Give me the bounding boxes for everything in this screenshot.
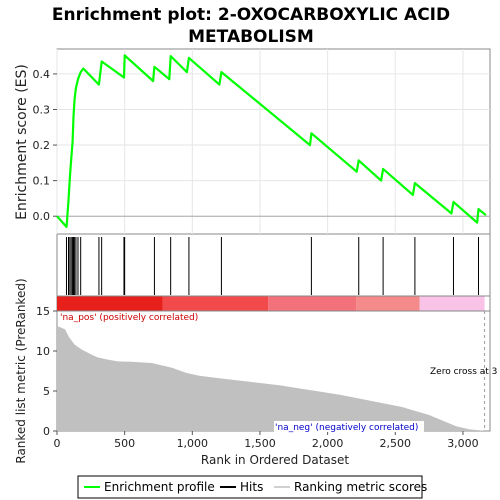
heat-bar-segment (268, 297, 356, 311)
heat-bar (57, 297, 485, 311)
hits-panel-frame (57, 234, 490, 296)
rank-y-tick-label: 5 (43, 385, 50, 398)
es-y-axis: 0.0 0.1 0.2 0.3 0.4 (33, 68, 58, 223)
x-tick-label: 1,000 (177, 437, 209, 450)
heat-bar-segment (356, 297, 420, 311)
rank-y-axis-title: Ranked list metric (PreRanked) (14, 278, 28, 463)
heat-bar-segment (163, 297, 269, 311)
chart-title-line2: METABOLISM (188, 27, 314, 47)
rank-y-tick-label: 0 (43, 425, 50, 438)
x-tick-label: 500 (114, 437, 135, 450)
es-y-tick-label: 0.2 (33, 139, 51, 152)
es-y-axis-title: Enrichment score (ES) (14, 64, 30, 220)
neg-correlated-label: 'na_neg' (negatively correlated) (275, 423, 418, 433)
legend-label-hits: Hits (240, 480, 263, 494)
x-tick-label: 3,000 (447, 437, 479, 450)
legend-label-enrichment-profile: Enrichment profile (104, 480, 215, 494)
rank-y-tick-label: 15 (36, 305, 50, 318)
es-y-tick-label: 0.4 (33, 68, 51, 81)
rank-y-tick-label: 10 (36, 345, 50, 358)
es-y-tick-label: 0.3 (33, 103, 51, 116)
es-y-tick-label: 0.0 (33, 210, 51, 223)
x-tick-label: 2,500 (380, 437, 412, 450)
x-axis-title: Rank in Ordered Dataset (201, 453, 349, 467)
es-y-tick-label: 0.1 (33, 175, 51, 188)
x-tick-label: 1,500 (244, 437, 276, 450)
heat-bar-segment (57, 297, 163, 311)
x-tick-label: 2,000 (312, 437, 344, 450)
pos-correlated-label: 'na_pos' (positively correlated) (60, 313, 198, 323)
rank-y-axis: 0 5 10 15 (36, 305, 57, 438)
x-axis: 0 500 1,000 1,500 2,000 2,500 3,000 (54, 431, 479, 450)
legend-label-ranking-metric-scores: Ranking metric scores (294, 480, 427, 494)
chart-title-line1: Enrichment plot: 2-OXOCARBOXYLIC ACID (52, 5, 450, 25)
x-tick-label: 0 (54, 437, 61, 450)
heat-bar-segment (420, 297, 485, 311)
zero-cross-label: Zero cross at 3 (430, 367, 497, 377)
